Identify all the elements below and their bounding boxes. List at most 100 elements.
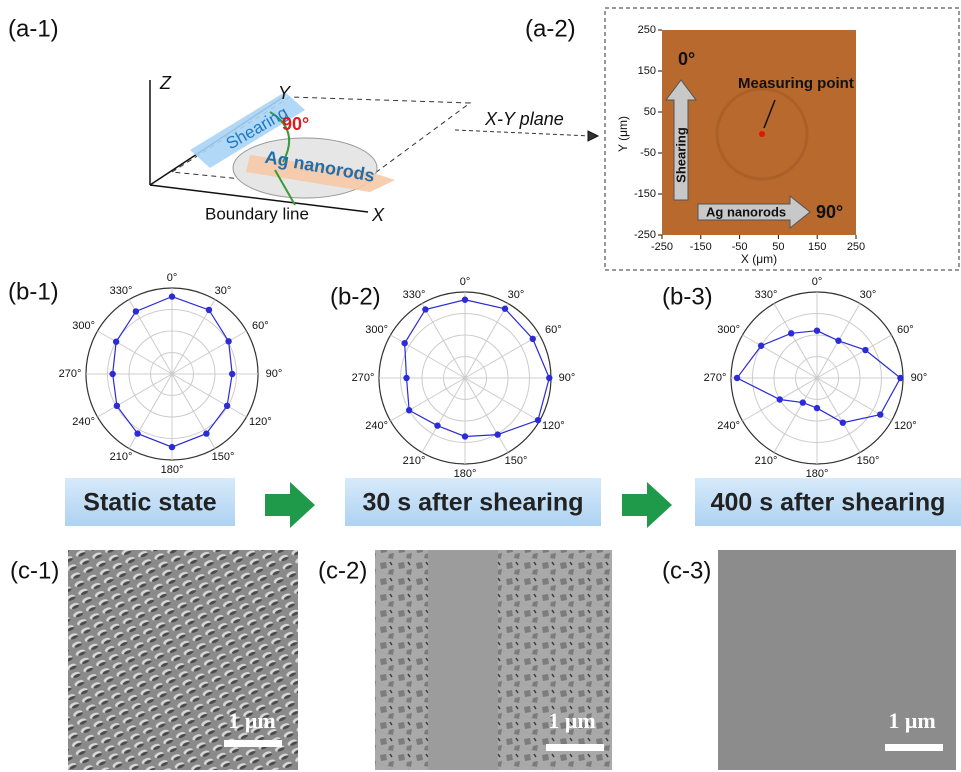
angle-label: 90° <box>266 368 283 380</box>
y-tick-label: -50 <box>640 147 656 159</box>
polar-point <box>203 430 209 436</box>
scale-bar <box>885 744 943 751</box>
measuring-point <box>759 131 765 137</box>
y-axis-label: Y (μm) <box>616 116 630 152</box>
polar-point <box>134 430 140 436</box>
polar-spoke <box>774 378 817 452</box>
flow-label: Static state <box>83 489 216 517</box>
angle-label: 0° <box>460 276 471 288</box>
polar-point <box>897 375 903 381</box>
polar-spoke <box>129 374 172 448</box>
polar-point <box>403 375 409 381</box>
angle-label: 150° <box>505 455 528 467</box>
polar-point <box>877 411 883 417</box>
axis-label: X <box>371 205 385 225</box>
angle-label: 330° <box>110 285 133 297</box>
scale-label: 1 μm <box>228 708 275 733</box>
polar-point <box>758 343 764 349</box>
y-tick-label: 50 <box>644 106 656 118</box>
flow-label: 30 s after shearing <box>363 489 584 517</box>
scale-bar <box>546 744 604 751</box>
x-tick-label: 50 <box>772 241 784 253</box>
polar-spoke <box>465 378 508 452</box>
angle-label: 270° <box>352 372 375 384</box>
polar-point <box>502 306 508 312</box>
annotation: 0° <box>678 49 695 69</box>
angle-label: 120° <box>249 416 272 428</box>
panel-label: (b-2) <box>330 283 381 310</box>
polar-point <box>422 306 428 312</box>
polar-point <box>206 307 212 313</box>
angle-label: 90° <box>559 372 576 384</box>
polar-point <box>224 403 230 409</box>
scale-label: 1 μm <box>548 708 595 733</box>
angle-label: 60° <box>897 324 914 336</box>
angle-label: 30° <box>508 289 525 301</box>
polar-point <box>835 338 841 344</box>
angle-label: 240° <box>365 420 388 432</box>
panel-label: (a-2) <box>525 15 576 42</box>
polar-spoke <box>422 304 465 378</box>
angle-label: 0° <box>812 276 823 288</box>
polar-spoke <box>172 374 246 417</box>
x-tick-label: -150 <box>690 241 712 253</box>
angle-label: 330° <box>403 289 426 301</box>
angle-label: 180° <box>161 464 184 476</box>
polar-point <box>494 431 500 437</box>
angle-label: 210° <box>110 451 133 463</box>
panel-label: (a-1) <box>8 15 59 42</box>
panel-label: (c-2) <box>318 557 367 584</box>
annotation: Ag nanorods <box>706 204 786 219</box>
angle-label: 30° <box>860 289 877 301</box>
polar-point <box>814 328 820 334</box>
polar-point <box>814 405 820 411</box>
polar-spoke <box>422 378 465 452</box>
sem-image <box>68 550 298 770</box>
polar-point <box>535 417 541 423</box>
x-tick-label: -50 <box>732 241 748 253</box>
polar-point <box>434 422 440 428</box>
angle-label: 330° <box>755 289 778 301</box>
annotation: 90° <box>816 202 843 222</box>
panel-label: (b-3) <box>662 283 713 310</box>
angle-label: 90° <box>911 372 928 384</box>
polar-spoke <box>817 335 891 378</box>
polar-point <box>229 371 235 377</box>
polar-line <box>405 300 550 437</box>
annotation: Shearing <box>673 127 688 183</box>
polar-spoke <box>465 335 539 378</box>
scale-label: 1 μm <box>888 708 935 733</box>
angle-label: 240° <box>72 416 95 428</box>
angle-label: 0° <box>167 272 178 284</box>
schematic <box>150 80 598 212</box>
polar-point <box>401 340 407 346</box>
y-tick-label: 250 <box>638 24 656 36</box>
angle-label: 60° <box>545 324 562 336</box>
y-tick-label: 150 <box>638 65 656 77</box>
angle-label: 60° <box>252 320 269 332</box>
x-tick-label: 150 <box>808 241 826 253</box>
sem-image <box>718 550 956 770</box>
panel-label: (c-1) <box>10 557 59 584</box>
figure: (a-1) Z Y X Shearing 90° Ag nanorods Bou… <box>0 0 961 772</box>
annotation: 90° <box>282 114 309 134</box>
polar-point <box>109 371 115 377</box>
polar-point <box>734 375 740 381</box>
x-axis-label: X (μm) <box>741 252 777 266</box>
polar-spoke <box>774 304 817 378</box>
polar-point <box>114 403 120 409</box>
polar-point <box>546 375 552 381</box>
angle-label: 150° <box>857 455 880 467</box>
annotation: X-Y plane <box>484 109 564 129</box>
y-tick-label: -150 <box>634 188 656 200</box>
polar-point <box>225 338 231 344</box>
arrow <box>265 482 315 528</box>
scale-bar <box>224 740 282 747</box>
polar-point <box>530 336 536 342</box>
angle-label: 270° <box>59 368 82 380</box>
angle-label: 150° <box>212 451 235 463</box>
angle-label: 240° <box>717 420 740 432</box>
polar-spoke <box>465 378 539 421</box>
polar-point <box>462 297 468 303</box>
angle-label: 30° <box>215 285 232 297</box>
